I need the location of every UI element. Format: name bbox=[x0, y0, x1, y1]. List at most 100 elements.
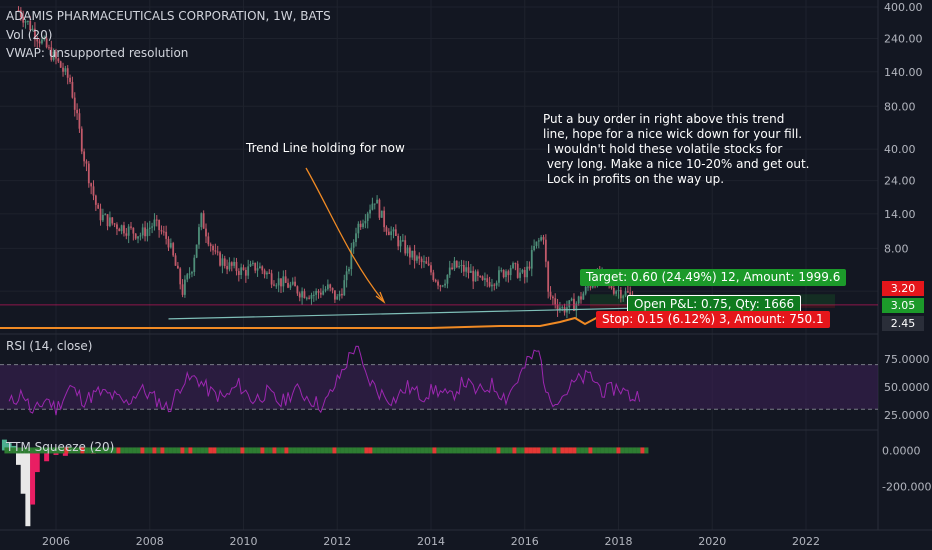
stop-badge[interactable]: Stop: 0.15 (6.12%) 3, Amount: 750.1 bbox=[596, 311, 830, 328]
candle-body bbox=[366, 213, 369, 221]
candle-body bbox=[179, 268, 182, 285]
candle-body bbox=[294, 281, 296, 287]
candle-body bbox=[287, 282, 289, 288]
squeeze-dot bbox=[332, 447, 337, 454]
candle-body bbox=[94, 195, 97, 205]
candle-body bbox=[45, 38, 48, 48]
squeeze-dot bbox=[164, 447, 169, 454]
candle-body bbox=[132, 227, 135, 234]
candle-body bbox=[551, 296, 554, 299]
squeeze-dot bbox=[320, 447, 325, 454]
candle-body bbox=[523, 270, 526, 278]
candle-body bbox=[104, 214, 107, 216]
price-tick-label: 40.00 bbox=[884, 143, 916, 156]
candle-body bbox=[55, 51, 57, 59]
squeeze-dot bbox=[276, 447, 281, 454]
candle-body bbox=[533, 245, 536, 251]
candle-body bbox=[237, 271, 240, 276]
candle-body bbox=[50, 47, 53, 60]
candle-body bbox=[453, 260, 456, 270]
candle-body bbox=[622, 295, 625, 299]
candle-body bbox=[401, 240, 404, 242]
squeeze-dot bbox=[104, 447, 109, 454]
squeeze-dot bbox=[448, 447, 453, 454]
time-tick-label: 2006 bbox=[42, 535, 70, 548]
candle-body bbox=[284, 276, 287, 283]
candle-body bbox=[486, 278, 489, 283]
rsi-tick-label: 50.0000 bbox=[884, 381, 930, 394]
squeeze-dot bbox=[432, 447, 437, 454]
squeeze-dot bbox=[436, 447, 441, 454]
squeeze-dot bbox=[256, 447, 261, 454]
squeeze-dot bbox=[628, 447, 633, 454]
momentum-bar bbox=[1, 439, 7, 451]
candle-body bbox=[111, 217, 114, 224]
candle-body bbox=[191, 272, 193, 274]
candle-body bbox=[376, 199, 378, 204]
target-badge[interactable]: Target: 0.60 (24.49%) 12, Amount: 1999.6 bbox=[580, 269, 847, 286]
squeeze-dot bbox=[364, 447, 369, 454]
candle-body bbox=[322, 290, 325, 295]
squeeze-dot bbox=[556, 447, 561, 454]
trade-note: Put a buy order in right above this tren… bbox=[543, 112, 810, 186]
candle-body bbox=[617, 289, 620, 292]
candle-body bbox=[151, 226, 153, 228]
momentum-bar bbox=[30, 450, 36, 505]
candle-body bbox=[479, 275, 482, 277]
candle-body bbox=[341, 293, 343, 296]
candle-body bbox=[92, 186, 95, 196]
candle-body bbox=[582, 293, 585, 300]
candle-body bbox=[626, 291, 629, 293]
candle-body bbox=[355, 233, 357, 243]
price-tick-label: 400.00 bbox=[884, 1, 923, 14]
squeeze-dot bbox=[220, 447, 225, 454]
candle-body bbox=[362, 223, 364, 228]
candle-body bbox=[329, 284, 332, 288]
rsi-legend: RSI (14, close) bbox=[6, 339, 93, 353]
squeeze-dot bbox=[376, 447, 381, 454]
candle-body bbox=[387, 231, 390, 236]
momentum-bar bbox=[34, 450, 40, 473]
time-tick-label: 2010 bbox=[230, 535, 258, 548]
candle-body bbox=[289, 284, 292, 288]
open-pl-badge[interactable]: Open P&L: 0.75, Qty: 1666 bbox=[627, 295, 802, 314]
candle-body bbox=[584, 286, 587, 294]
candle-body bbox=[624, 291, 627, 296]
squeeze-dot bbox=[148, 447, 153, 454]
candle-body bbox=[90, 183, 93, 187]
candle-body bbox=[41, 39, 43, 44]
candle-body bbox=[446, 274, 449, 284]
squeeze-dot bbox=[360, 447, 365, 454]
squeeze-dot bbox=[96, 447, 101, 454]
candle-body bbox=[71, 81, 74, 98]
candle-body bbox=[160, 230, 163, 232]
squeeze-dot bbox=[132, 447, 137, 454]
squeeze-dot bbox=[424, 447, 429, 454]
candle-body bbox=[406, 247, 409, 254]
squeeze-dot bbox=[100, 447, 105, 454]
squeeze-dot bbox=[544, 447, 549, 454]
candle-body bbox=[308, 297, 311, 299]
rsi-band bbox=[0, 364, 878, 410]
candle-body bbox=[167, 238, 170, 248]
candle-body bbox=[451, 267, 453, 270]
candle-body bbox=[476, 271, 479, 276]
price-tick-label: 140.00 bbox=[884, 66, 923, 79]
candle-body bbox=[127, 226, 130, 236]
squeeze-dot bbox=[192, 447, 197, 454]
candle-body bbox=[146, 228, 149, 237]
candle-body bbox=[202, 213, 205, 229]
candle-body bbox=[591, 285, 594, 288]
candle-body bbox=[348, 268, 350, 272]
squeeze-dot bbox=[632, 447, 637, 454]
squeeze-dot bbox=[452, 447, 457, 454]
squeeze-dot bbox=[72, 447, 77, 454]
squeeze-dot bbox=[224, 447, 229, 454]
squeeze-dot bbox=[600, 447, 605, 454]
squeeze-dot bbox=[280, 447, 285, 454]
candle-body bbox=[615, 291, 618, 294]
squeeze-dot bbox=[372, 447, 377, 454]
squeeze-dot bbox=[88, 447, 93, 454]
candle-body bbox=[256, 268, 259, 271]
candle-body bbox=[425, 261, 428, 264]
